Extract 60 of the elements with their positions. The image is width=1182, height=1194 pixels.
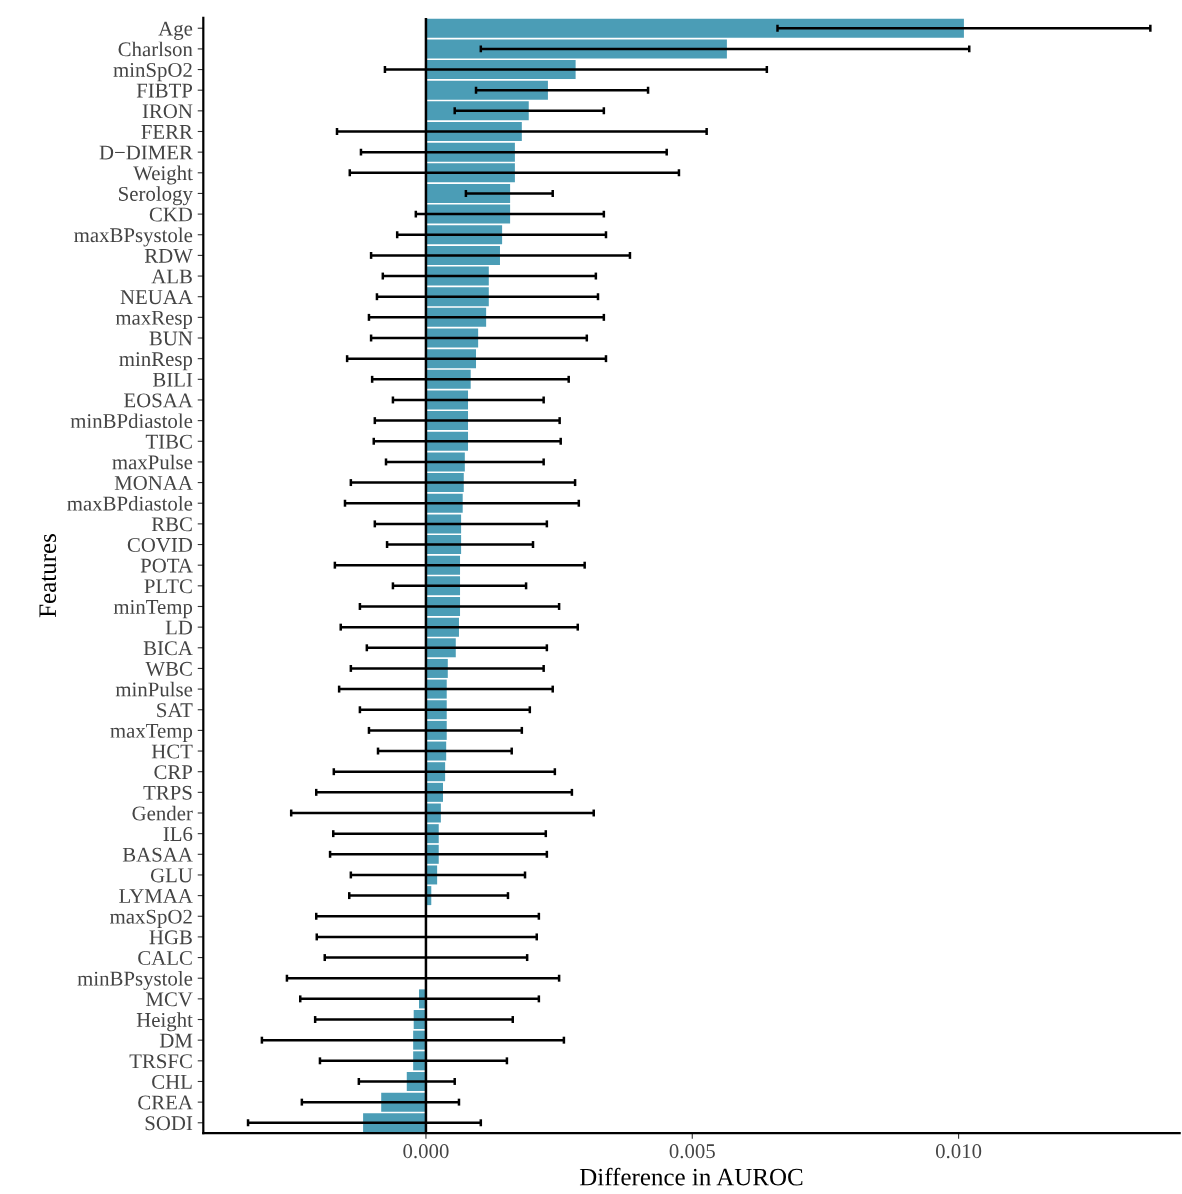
y-tick-label: maxBPsystole: [74, 227, 193, 247]
y-tick-label: maxResp: [115, 310, 193, 330]
y-tick-label: ALB: [151, 269, 192, 284]
y-tick-label: SAT: [157, 703, 193, 718]
y-tick-label: DM: [159, 1033, 193, 1048]
y-tick-label: RDW: [144, 248, 193, 263]
y-tick-label: WBC: [145, 661, 192, 676]
y-tick-label: EOSAA: [124, 393, 193, 408]
y-tick-label: HGB: [149, 930, 192, 945]
x-tick-label: 0.005: [669, 1144, 715, 1159]
x-tick-label: 0.000: [403, 1144, 449, 1159]
y-tick-label: FIBTP: [136, 83, 193, 98]
y-tick-label: CREA: [138, 1095, 193, 1110]
y-tick-label: Height: [136, 1012, 193, 1032]
x-axis-title: Difference in AUROC: [579, 1167, 803, 1186]
y-tick-label: minPulse: [115, 681, 193, 697]
y-tick-label: CKD: [149, 207, 193, 222]
y-tick-label: Weight: [133, 165, 193, 185]
y-tick-label: BUN: [149, 331, 193, 346]
y-tick-label: HCT: [151, 744, 193, 759]
y-tick-label: Gender: [132, 805, 193, 821]
y-axis-title: Features: [39, 534, 57, 618]
y-tick-label: Serology: [119, 186, 193, 206]
y-tick-label: BILI: [152, 372, 193, 387]
y-tick-label: PLTC: [144, 579, 192, 594]
y-tick-label: GLU: [150, 868, 193, 883]
y-tick-label: D−DIMER: [99, 145, 193, 160]
y-tick-label: FERR: [141, 125, 193, 139]
y-tick-label: LD: [165, 620, 193, 635]
y-tick-label: NEUAA: [120, 290, 193, 305]
y-tick-label: MONAA: [114, 476, 193, 491]
y-tick-label: BICA: [143, 641, 193, 656]
y-tick-label: TRSFC: [129, 1054, 192, 1069]
y-tick-label: minResp: [119, 352, 193, 371]
y-tick-label: Age: [158, 21, 193, 40]
y-tick-label: BASAA: [122, 847, 193, 862]
y-tick-label: maxTemp: [110, 723, 193, 743]
y-tick-label: SODI: [145, 1116, 193, 1131]
y-tick-label: CRP: [154, 765, 193, 780]
y-tick-label: TRPS: [143, 785, 192, 800]
y-tick-label: Charlson: [118, 41, 193, 57]
y-tick-label: LYMAA: [119, 889, 193, 903]
y-tick-label: IRON: [142, 104, 193, 119]
y-tick-label: maxSpO2: [109, 909, 192, 928]
y-tick-label: COVID: [127, 537, 193, 553]
bar: [425, 183, 511, 203]
y-tick-label: CHL: [152, 1074, 192, 1089]
y-tick-label: TIBC: [145, 434, 192, 449]
y-tick-label: CALC: [138, 951, 192, 965]
y-tick-label: minSpO2: [113, 62, 192, 82]
y-tick-label: minBPsystole: [77, 970, 193, 990]
y-tick-label: maxPulse: [112, 454, 193, 470]
y-tick-label: RBC: [151, 517, 192, 532]
x-tick-label: 0.010: [935, 1144, 982, 1159]
y-tick-label: POTA: [140, 558, 193, 573]
y-tick-label: MCV: [146, 992, 193, 1007]
y-tick-label: maxBPdiastole: [67, 496, 193, 511]
y-tick-label: minBPdiastole: [70, 413, 193, 429]
y-tick-label: IL6: [163, 827, 193, 842]
y-tick-label: minTemp: [113, 599, 193, 619]
